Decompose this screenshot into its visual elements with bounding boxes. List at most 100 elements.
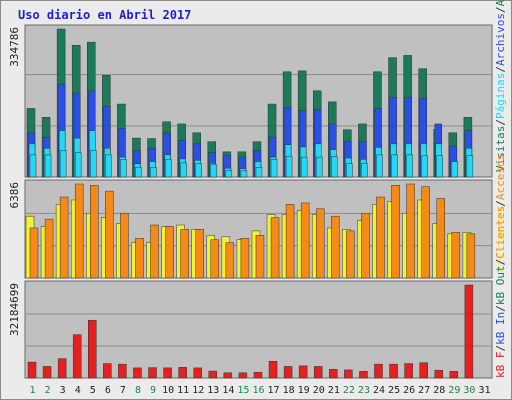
bar-accesos-m-day-16	[255, 235, 265, 279]
bar-accesos-day-3	[59, 150, 67, 178]
bar-kbf-day-16	[253, 371, 263, 379]
bar-accesos-m-day-1	[29, 227, 39, 279]
bar-kbf-day-26	[404, 363, 413, 379]
x-tick-label: 20	[313, 385, 325, 396]
bar-kbf-day-25	[389, 363, 398, 379]
bar-kbf-day-30	[464, 284, 474, 379]
bar-accesos-m-day-22	[346, 230, 355, 279]
x-tick-label: 21	[328, 385, 340, 396]
x-tick-label: 5	[90, 385, 96, 396]
bar-kbf-day-15	[238, 372, 248, 379]
bar-kbf-day-10	[163, 367, 172, 379]
legend-top: Visitas/Páginas/Archivos/Accesos	[494, 0, 507, 172]
bar-accesos-m-day-28	[436, 198, 445, 279]
bar-accesos-m-day-13	[210, 239, 220, 279]
bar-accesos-m-day-4	[74, 183, 84, 279]
bar-accesos-day-7	[120, 159, 127, 178]
bar-accesos-day-16	[255, 167, 263, 178]
bar-accesos-day-8	[135, 167, 142, 178]
x-tick-label: 23	[358, 385, 370, 396]
bar-accesos-m-day-23	[361, 212, 370, 279]
x-tick-label: 19	[298, 385, 310, 396]
bar-kbf-day-4	[72, 334, 82, 379]
bar-accesos-m-day-30	[466, 233, 476, 279]
bar-kbf-day-12	[193, 367, 202, 379]
bar-accesos-m-day-15	[240, 238, 250, 279]
x-tick-label: 1	[30, 385, 36, 396]
y-max-label: 6386	[8, 182, 21, 209]
bar-kbf-day-20	[313, 366, 323, 379]
x-tick-label: 28	[433, 385, 445, 396]
bar-kbf-day-2	[42, 366, 52, 379]
bar-kbf-day-23	[359, 371, 368, 379]
bar-accesos-day-18	[285, 155, 293, 178]
bar-accesos-m-day-17	[270, 217, 280, 279]
legend-middle: Visitantes/Accesos	[494, 154, 507, 273]
bar-accesos-day-14	[225, 170, 233, 178]
bar-kbf-day-11	[178, 367, 187, 379]
bar-accesos-m-day-2	[44, 218, 54, 279]
x-tick-label: 14	[222, 385, 234, 396]
bar-accesos-m-day-7	[120, 212, 129, 279]
bar-accesos-day-5	[90, 150, 97, 178]
bar-accesos-m-day-10	[165, 226, 174, 279]
bar-accesos-day-11	[180, 162, 187, 178]
bar-accesos-m-day-14	[225, 242, 235, 279]
bar-accesos-day-4	[74, 152, 82, 178]
bar-accesos-day-19	[300, 156, 308, 178]
bar-kbf-day-9	[148, 367, 157, 379]
bar-accesos-m-day-12	[195, 229, 204, 279]
bar-accesos-day-24	[376, 154, 383, 178]
bar-kbf-day-28	[434, 369, 443, 379]
x-tick-label: 27	[418, 385, 430, 396]
bar-accesos-day-2	[44, 154, 52, 178]
bar-accesos-day-27	[421, 155, 428, 178]
x-tick-label: 12	[192, 385, 204, 396]
bar-accesos-day-25	[391, 154, 398, 178]
x-tick-label: 6	[105, 385, 111, 396]
x-tick-label: 24	[373, 385, 385, 396]
bar-kbf-day-7	[118, 363, 127, 379]
bar-accesos-m-day-24	[376, 196, 385, 279]
bar-kbf-day-8	[133, 367, 142, 379]
bar-accesos-day-29	[451, 161, 459, 178]
x-tick-label: 22	[343, 385, 355, 396]
x-tick-label: 26	[403, 385, 415, 396]
bar-accesos-m-day-18	[285, 204, 295, 279]
bar-accesos-m-day-11	[180, 229, 189, 279]
bar-accesos-m-day-27	[421, 186, 430, 279]
x-tick-label: 13	[207, 385, 219, 396]
x-tick-label: 15	[237, 385, 249, 396]
bar-accesos-m-day-5	[90, 185, 99, 279]
bar-accesos-day-6	[105, 154, 112, 178]
y-max-label: 334786	[8, 27, 21, 67]
x-tick-label: 25	[388, 385, 400, 396]
bar-kbf-day-18	[283, 366, 293, 379]
x-tick-label: 3	[60, 385, 66, 396]
chart-title: Uso diario en Abril 2017	[18, 8, 191, 22]
x-tick-label: 17	[268, 385, 280, 396]
bar-kbf-day-1	[27, 361, 37, 379]
bar-kbf-day-6	[103, 363, 112, 379]
bar-accesos-day-28	[436, 155, 443, 178]
bar-accesos-day-15	[240, 170, 248, 178]
bar-kbf-day-5	[88, 319, 97, 379]
bar-accesos-m-day-9	[150, 224, 159, 279]
bar-accesos-m-day-20	[315, 208, 325, 279]
bar-accesos-m-day-3	[59, 196, 69, 279]
bar-accesos-day-20	[315, 156, 323, 178]
bar-accesos-day-10	[165, 159, 172, 178]
bar-accesos-day-26	[406, 154, 413, 178]
x-tick-label: 7	[120, 385, 126, 396]
chart-panel-3	[24, 280, 493, 379]
bar-accesos-day-13	[210, 164, 218, 178]
bar-accesos-m-day-19	[300, 202, 310, 279]
bar-accesos-m-day-29	[451, 232, 461, 279]
x-tick-label: 11	[177, 385, 189, 396]
x-tick-label: 29	[448, 385, 460, 396]
y-max-label: 32184699	[8, 283, 21, 336]
bar-kbf-day-13	[208, 370, 218, 379]
x-tick-label: 30	[463, 385, 475, 396]
bar-accesos-day-17	[270, 159, 278, 178]
